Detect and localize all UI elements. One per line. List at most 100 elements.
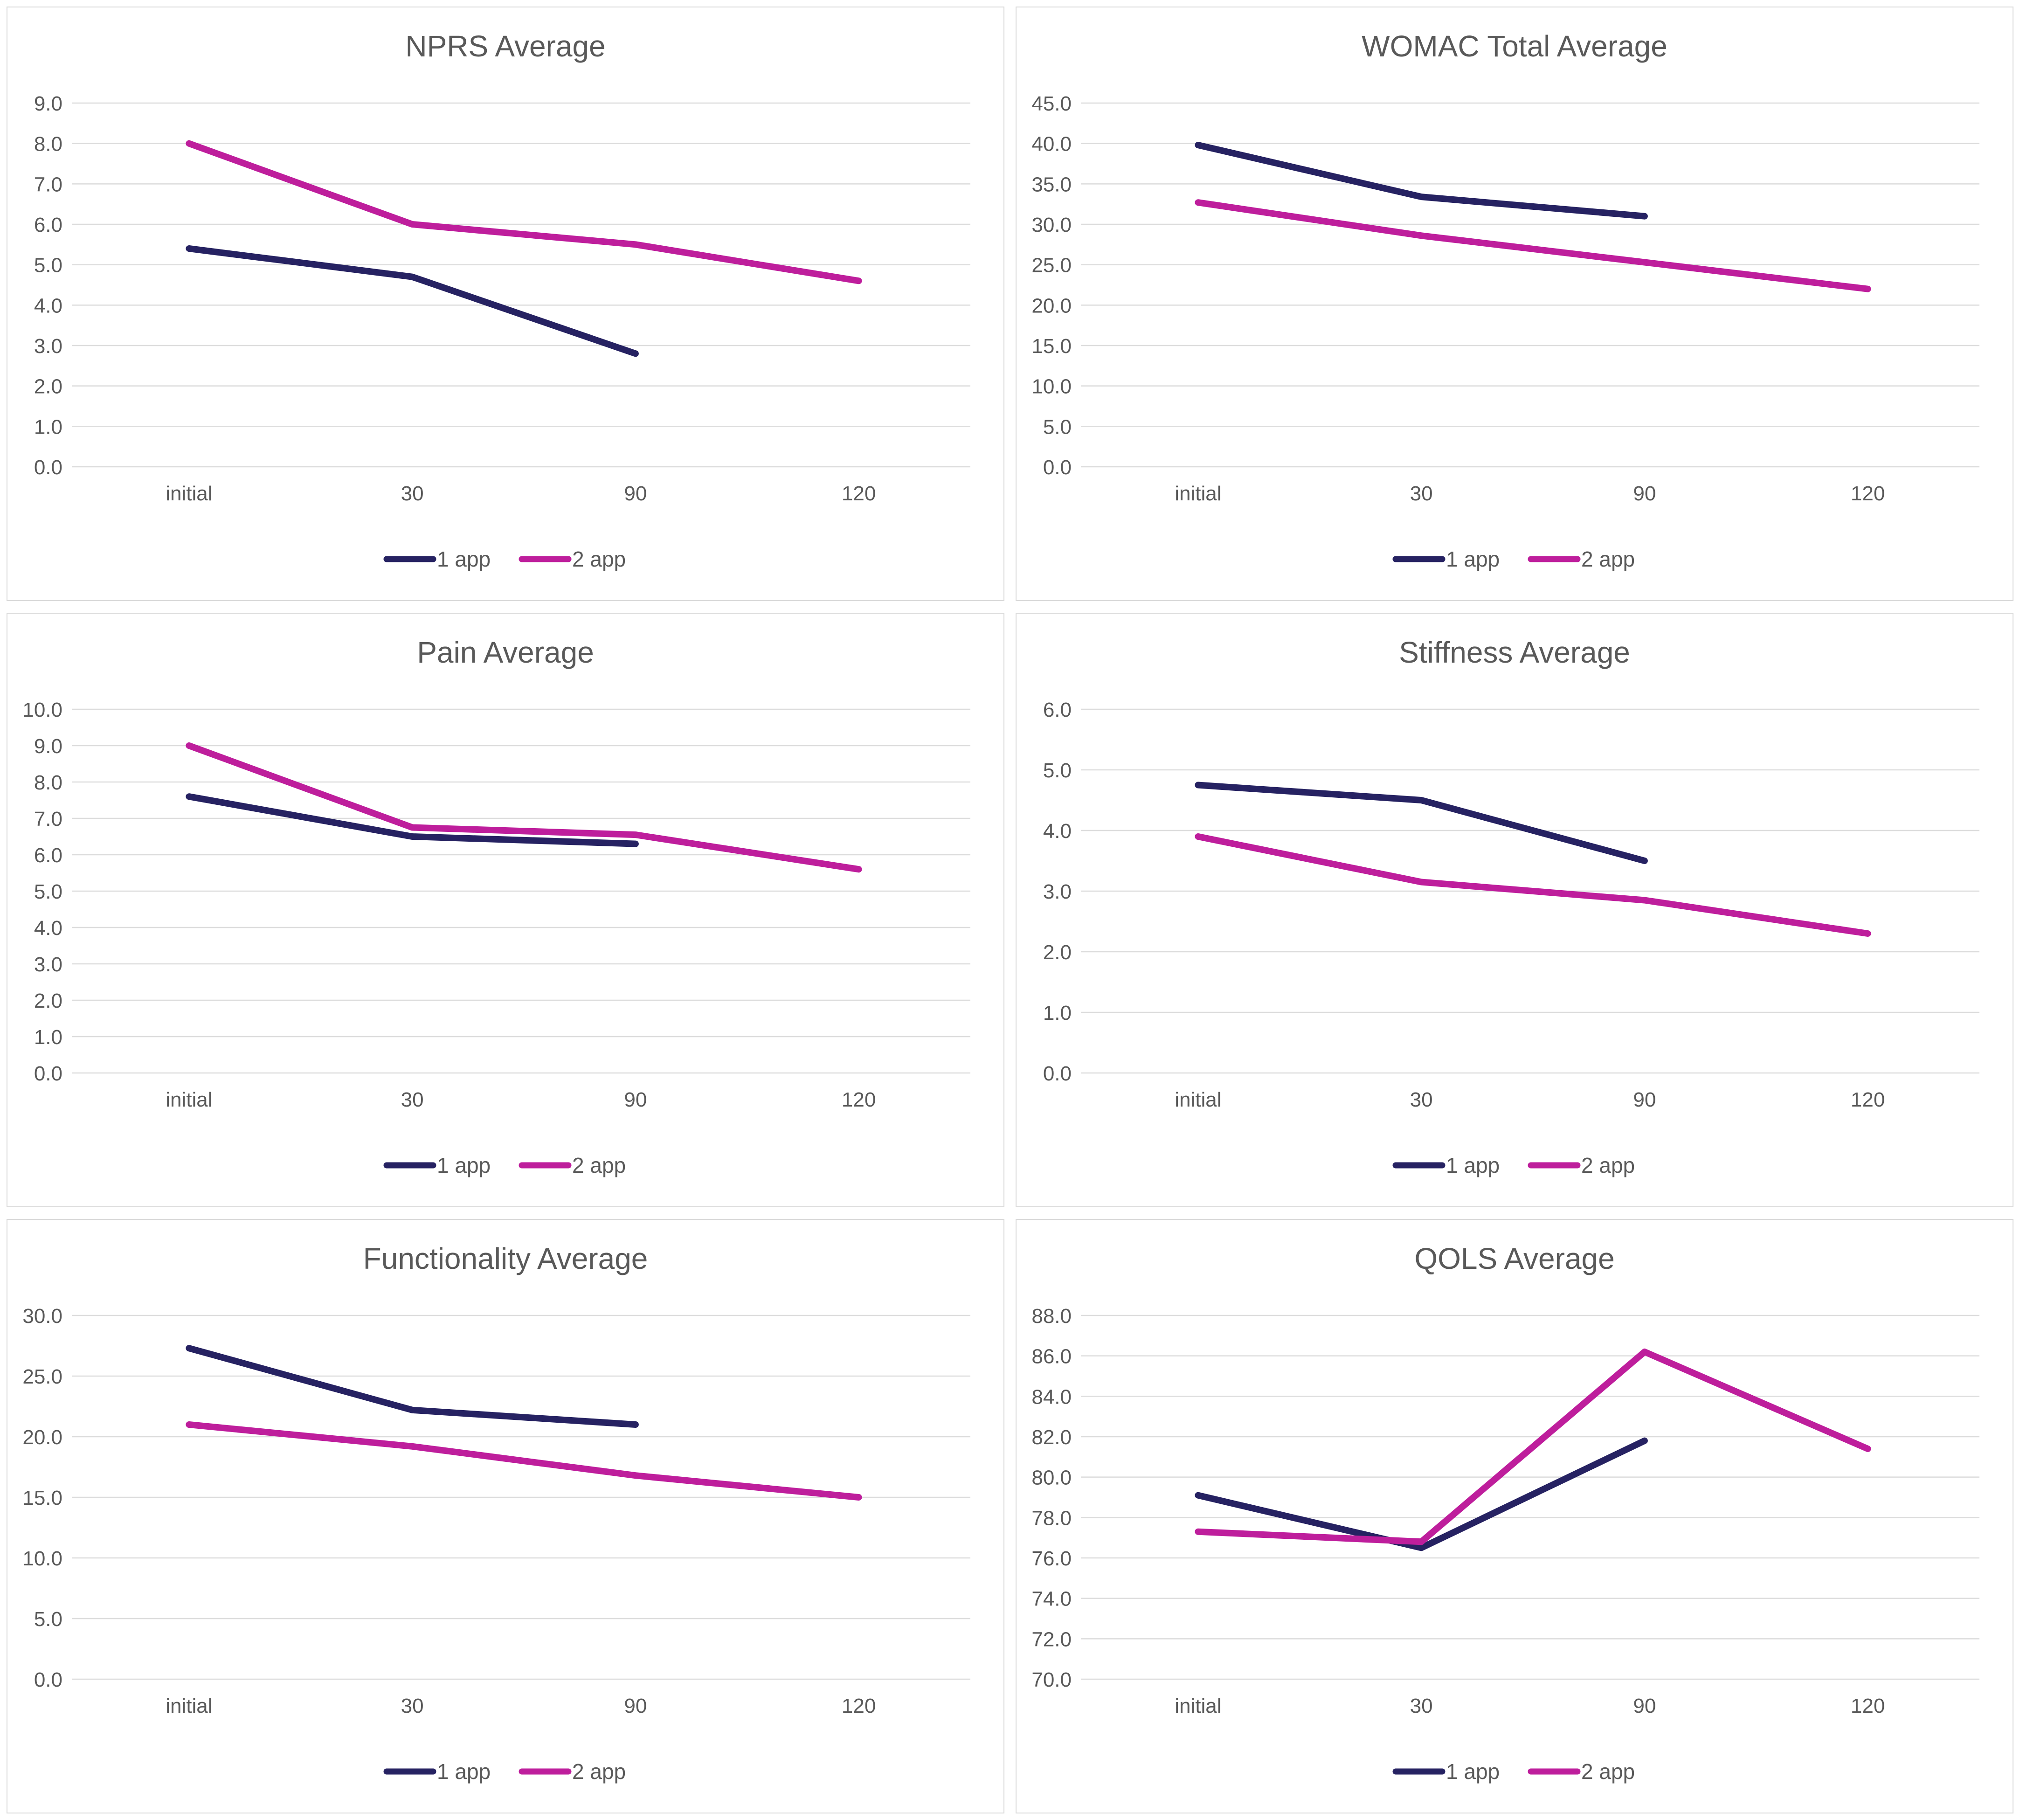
y-axis-tick-label: 3.0 bbox=[34, 953, 62, 976]
y-axis-tick-label: 40.0 bbox=[1031, 133, 1072, 156]
y-axis-tick-label: 74.0 bbox=[1031, 1588, 1072, 1611]
series-line-1-app bbox=[1195, 142, 1648, 220]
legend-label-2-app: 2 app bbox=[1581, 547, 1635, 571]
x-axis-tick-label: 30 bbox=[401, 482, 424, 505]
x-axis-tick-label: initial bbox=[1175, 1088, 1221, 1111]
legend-label-1-app: 1 app bbox=[437, 547, 491, 571]
y-axis-tick-label: 7.0 bbox=[34, 808, 62, 830]
line-chart-svg: Functionality Average 0.0 5.0 10.0 15.0 20.0 2… bbox=[22, 1242, 970, 1784]
legend-label-1-app: 1 app bbox=[1446, 1759, 1500, 1784]
series-line-1-app bbox=[1195, 782, 1648, 864]
y-axis-tick-label: 0.0 bbox=[1043, 1062, 1072, 1085]
x-axis-tick-label: 90 bbox=[624, 1695, 647, 1717]
chart-title: WOMAC Total Average bbox=[1362, 29, 1667, 63]
y-axis-tick-label: 6.0 bbox=[34, 214, 62, 236]
x-axis-tick-label: 90 bbox=[1633, 1695, 1656, 1717]
line-chart-svg: QOLS Average 70.0 72.0 74.0 76.0 78.0 80.0 82.0… bbox=[1031, 1242, 1979, 1784]
series-line-2-app bbox=[1195, 833, 1871, 937]
y-axis-tick-label: 1.0 bbox=[34, 415, 62, 438]
x-axis-tick-label: initial bbox=[1175, 482, 1221, 505]
legend-label-1-app: 1 app bbox=[1446, 547, 1500, 571]
x-axis-tick-label: 30 bbox=[401, 1695, 424, 1717]
x-axis-tick-label: 120 bbox=[1851, 1088, 1885, 1111]
y-axis-tick-label: 10.0 bbox=[22, 699, 62, 721]
chart-qols-average: QOLS Average 70.0 72.0 74.0 76.0 78.0 80.0 82.0… bbox=[1016, 1219, 2013, 1813]
chart-title: Pain Average bbox=[417, 636, 594, 669]
y-axis-tick-label: 3.0 bbox=[1043, 880, 1072, 903]
y-axis-tick-label: 10.0 bbox=[22, 1547, 62, 1570]
y-axis-tick-label: 4.0 bbox=[34, 917, 62, 940]
chart-title: Functionality Average bbox=[363, 1242, 648, 1275]
chart-title: Stiffness Average bbox=[1399, 636, 1630, 669]
legend-label-1-app: 1 app bbox=[437, 1759, 491, 1784]
line-chart-svg: Stiffness Average 0.0 1.0 2.0 3.0 4.0 5.0 6.0 in… bbox=[1043, 636, 1979, 1177]
series-line-1-app bbox=[186, 1345, 639, 1428]
y-axis-tick-label: 4.0 bbox=[1043, 820, 1072, 843]
chart-functionality-average: Functionality Average 0.0 5.0 10.0 15.0 20.0 2… bbox=[7, 1219, 1004, 1813]
series-line-1-app bbox=[186, 245, 639, 357]
y-axis-tick-label: 5.0 bbox=[34, 1608, 62, 1631]
y-axis-tick-label: 80.0 bbox=[1031, 1467, 1072, 1489]
x-axis-tick-label: 30 bbox=[1410, 1088, 1433, 1111]
y-axis-tick-label: 5.0 bbox=[1043, 415, 1072, 438]
y-axis-tick-label: 0.0 bbox=[34, 1062, 62, 1085]
y-axis-tick-label: 86.0 bbox=[1031, 1345, 1072, 1368]
y-axis-tick-label: 76.0 bbox=[1031, 1547, 1072, 1570]
y-axis-tick-label: 0.0 bbox=[34, 456, 62, 479]
y-axis-tick-label: 2.0 bbox=[34, 375, 62, 398]
y-axis-tick-label: 20.0 bbox=[22, 1426, 62, 1449]
x-axis-tick-label: 30 bbox=[1410, 1695, 1433, 1717]
series-line-2-app bbox=[1195, 1349, 1871, 1545]
y-axis-tick-label: 25.0 bbox=[22, 1365, 62, 1388]
x-axis-tick-label: 120 bbox=[842, 1088, 876, 1111]
series-line-2-app bbox=[186, 742, 862, 873]
x-axis-tick-label: 90 bbox=[624, 1088, 647, 1111]
series-line-2-app bbox=[186, 140, 862, 284]
x-axis-tick-label: 90 bbox=[1633, 1088, 1656, 1111]
y-axis-tick-label: 5.0 bbox=[1043, 759, 1072, 782]
y-axis-tick-label: 1.0 bbox=[34, 1026, 62, 1049]
line-chart-svg: WOMAC Total Average 0.0 5.0 10.0 15.0 20.0 25.… bbox=[1031, 29, 1979, 571]
series-line-2-app bbox=[186, 1421, 862, 1501]
legend-label-2-app: 2 app bbox=[1581, 1759, 1635, 1784]
x-axis-tick-label: 120 bbox=[842, 1695, 876, 1717]
x-axis-tick-label: 30 bbox=[1410, 482, 1433, 505]
line-chart-svg: NPRS Average 0.0 1.0 2.0 3.0 4.0 5.0 6.0 7.0 8.0 9… bbox=[34, 29, 970, 571]
y-axis-tick-label: 0.0 bbox=[1043, 456, 1072, 479]
legend-label-2-app: 2 app bbox=[1581, 1153, 1635, 1177]
y-axis-tick-label: 30.0 bbox=[22, 1305, 62, 1328]
charts-grid: NPRS Average 0.0 1.0 2.0 3.0 4.0 5.0 6.0 7.0 8.0 9… bbox=[7, 7, 2013, 1813]
y-axis-tick-label: 82.0 bbox=[1031, 1426, 1072, 1449]
x-axis-tick-label: 120 bbox=[842, 482, 876, 505]
y-axis-tick-label: 72.0 bbox=[1031, 1628, 1072, 1651]
legend-label-1-app: 1 app bbox=[1446, 1153, 1500, 1177]
chart-stiffness-average: Stiffness Average 0.0 1.0 2.0 3.0 4.0 5.0 6.0 in… bbox=[1016, 613, 2013, 1207]
chart-nprs-average: NPRS Average 0.0 1.0 2.0 3.0 4.0 5.0 6.0 7.0 8.0 9… bbox=[7, 7, 1004, 601]
y-axis-tick-label: 9.0 bbox=[34, 92, 62, 115]
y-axis-tick-label: 2.0 bbox=[1043, 941, 1072, 964]
y-axis-tick-label: 84.0 bbox=[1031, 1385, 1072, 1408]
chart-title: QOLS Average bbox=[1414, 1242, 1614, 1275]
x-axis-tick-label: initial bbox=[1175, 1695, 1221, 1717]
y-axis-tick-label: 2.0 bbox=[34, 990, 62, 1012]
y-axis-tick-label: 78.0 bbox=[1031, 1507, 1072, 1529]
y-axis-tick-label: 10.0 bbox=[1031, 375, 1072, 398]
line-chart-svg: Pain Average 0.0 1.0 2.0 3.0 4.0 5.0 6.0 7.0 8.0 9… bbox=[22, 636, 970, 1177]
y-axis-tick-label: 35.0 bbox=[1031, 173, 1072, 196]
y-axis-tick-label: 5.0 bbox=[34, 880, 62, 903]
y-axis-tick-label: 20.0 bbox=[1031, 294, 1072, 317]
y-axis-tick-label: 5.0 bbox=[34, 254, 62, 277]
y-axis-tick-label: 6.0 bbox=[34, 844, 62, 867]
y-axis-tick-label: 70.0 bbox=[1031, 1668, 1072, 1691]
y-axis-tick-label: 7.0 bbox=[34, 173, 62, 196]
x-axis-tick-label: 120 bbox=[1851, 1695, 1885, 1717]
y-axis-tick-label: 3.0 bbox=[34, 335, 62, 358]
series-line-2-app bbox=[1195, 199, 1871, 292]
x-axis-tick-label: 90 bbox=[1633, 482, 1656, 505]
y-axis-tick-label: 88.0 bbox=[1031, 1305, 1072, 1328]
y-axis-tick-label: 8.0 bbox=[34, 771, 62, 794]
y-axis-tick-label: 4.0 bbox=[34, 294, 62, 317]
y-axis-tick-label: 0.0 bbox=[34, 1668, 62, 1691]
x-axis-tick-label: initial bbox=[166, 1088, 212, 1111]
